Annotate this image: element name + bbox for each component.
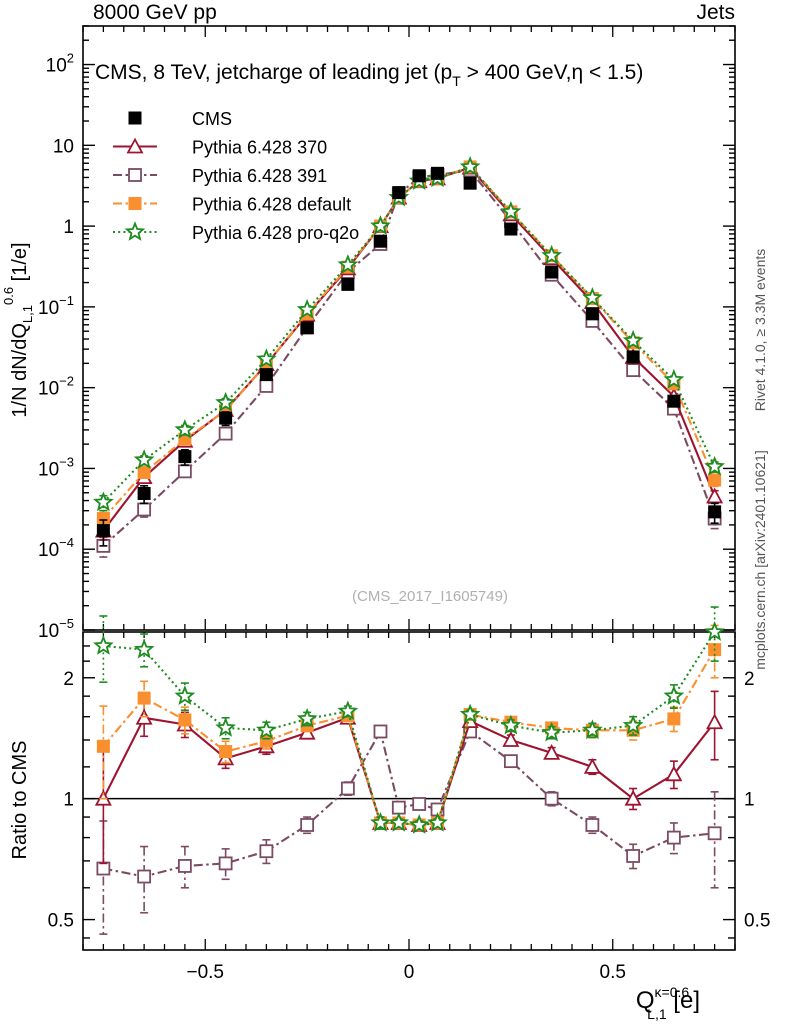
main-data-group: [92, 156, 726, 558]
x-tick-label: −0.5: [186, 962, 224, 983]
legend-label: Pythia 6.428 391: [192, 166, 327, 186]
legend-label: Pythia 6.428 default: [192, 195, 351, 215]
ratio-y-tick-label-right: 1: [744, 790, 755, 811]
side-text-rivet: Rivet 4.1.0, ≥ 3.3M events: [752, 249, 768, 412]
ratio-y-tick-label-right: 2: [744, 669, 755, 690]
main-y-tick-label: 10−4: [38, 535, 74, 561]
legend-item-pythia-6-428-370[interactable]: Pythia 6.428 370: [113, 138, 327, 158]
main-y-tick-label: 10−5: [38, 616, 74, 642]
legend-item-pythia-6-428-pro-q2o[interactable]: Pythia 6.428 pro-q2o: [113, 221, 359, 243]
main-y-tick-label: 102: [46, 51, 74, 77]
watermark: (CMS_2017_I1605749): [352, 588, 508, 605]
main-y-axis: 102 10 1 10−1 10−2 10−3 10−4 10−5: [38, 25, 736, 642]
x-axis-label: Qκ=0.6 L,1 [e]: [636, 984, 700, 1022]
header-left: 8000 GeV pp: [93, 1, 217, 24]
legend-item-pythia-6-428-391[interactable]: Pythia 6.428 391: [113, 166, 327, 186]
svg-text:Ratio to CMS: Ratio to CMS: [9, 741, 31, 860]
x-tick-label: 0: [404, 962, 415, 983]
series-pythia-6-428-370: [94, 158, 724, 541]
main-y-axis-label: 1/N dN/dQL,10.6 [1/e]: [1, 242, 35, 417]
svg-text:1/N dN/dQL,10.6 [1/e]: 1/N dN/dQL,10.6 [1/e]: [1, 242, 35, 417]
main-y-tick-label: 10: [53, 136, 74, 157]
ratio-series-pythia-6-428-391: [96, 724, 722, 935]
main-y-tick-label: 1: [63, 217, 74, 238]
legend-label: CMS: [192, 109, 232, 129]
ratio-y-tick-label-right: 0.5: [744, 911, 770, 932]
legend-item-pythia-6-428-default[interactable]: Pythia 6.428 default: [113, 195, 351, 215]
x-tick-label: 0.5: [600, 962, 626, 983]
ratio-y-axis: 2 2 1 1 0.5 0.5 −0.5 0 0.5: [48, 632, 770, 983]
side-text-mcplots: mcplots.cern.ch [arXiv:2401.10621]: [752, 450, 768, 669]
main-y-tick-label: 10−3: [38, 454, 74, 480]
ratio-data-group: [92, 606, 726, 935]
ratio-y-tick-label: 2: [63, 669, 74, 690]
ratio-y-tick-label: 1: [63, 790, 74, 811]
main-panel-frame: [82, 25, 736, 631]
main-y-tick-label: 10−1: [38, 293, 74, 319]
plot-title: CMS, 8 TeV, jetcharge of leading jet (pT…: [95, 61, 643, 89]
ratio-panel-frame: [82, 631, 736, 951]
header-right: Jets: [696, 1, 735, 24]
svg-text:mcplots.cern.ch [arXiv:2401.10: mcplots.cern.ch [arXiv:2401.10621]: [752, 450, 768, 669]
ratio-y-axis-label: Ratio to CMS: [9, 741, 31, 860]
legend-item-cms[interactable]: CMS: [128, 109, 232, 129]
legend-label: Pythia 6.428 pro-q2o: [192, 223, 359, 243]
series-cms: [96, 166, 722, 547]
legend-label: Pythia 6.428 370: [192, 138, 327, 158]
ratio-series-pythia-6-428-pro-q2o: [92, 606, 726, 834]
legend: CMS Pythia 6.428 370 Pythia 6.428 391 Pythi…: [113, 109, 359, 243]
main-y-tick-label: 10−2: [38, 374, 74, 400]
svg-text:Rivet 4.1.0, ≥ 3.3M events: Rivet 4.1.0, ≥ 3.3M events: [752, 249, 768, 412]
ratio-y-tick-label: 0.5: [48, 911, 74, 932]
